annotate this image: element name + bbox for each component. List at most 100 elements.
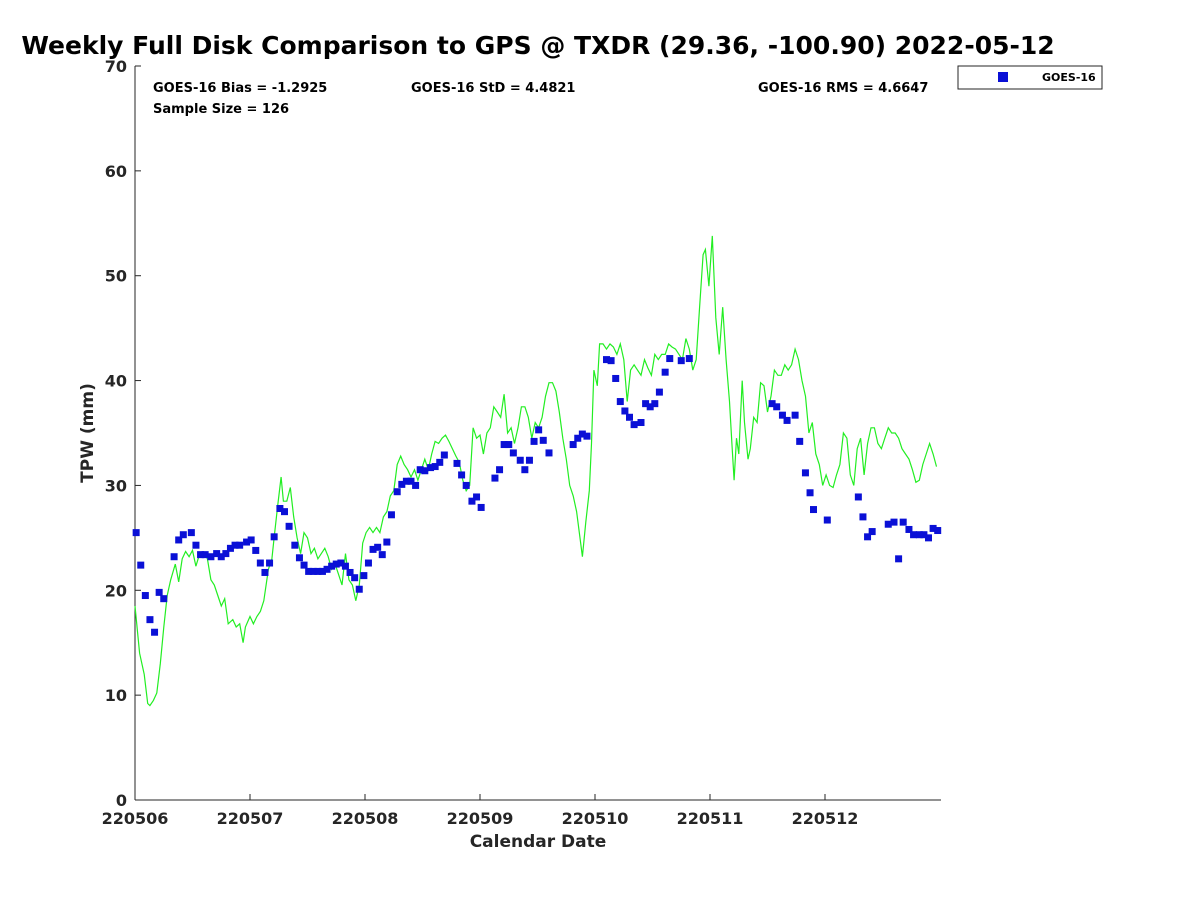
data-point: [197, 551, 205, 559]
data-point: [346, 568, 354, 576]
data-point: [252, 546, 260, 554]
data-point: [806, 489, 814, 497]
y-tick-label: 20: [105, 581, 127, 600]
y-ticks: 0 10 20 30 40 50 60 70: [105, 57, 141, 810]
data-point: [155, 588, 163, 596]
x-tick-label: 220511: [677, 809, 744, 828]
data-point: [436, 458, 444, 466]
data-point: [266, 559, 274, 567]
data-point: [137, 561, 145, 569]
data-point: [427, 464, 435, 472]
data-point: [915, 531, 923, 539]
x-tick-label: 220506: [102, 809, 169, 828]
data-point: [256, 559, 264, 567]
data-point: [578, 430, 586, 438]
data-point: [642, 400, 650, 408]
data-point: [646, 403, 654, 411]
data-point: [407, 477, 415, 485]
data-point: [440, 451, 448, 459]
data-point: [374, 543, 382, 551]
data-point: [295, 554, 303, 562]
chart-title: Weekly Full Disk Comparison to GPS @ TXD…: [21, 31, 1054, 60]
data-point: [387, 511, 395, 519]
y-tick-label: 40: [105, 372, 127, 391]
y-tick-label: 0: [116, 791, 127, 810]
std-stat: GOES-16 StD = 4.4821: [411, 81, 575, 96]
bias-stat: GOES-16 Bias = -1.2925: [153, 81, 327, 96]
data-point: [332, 560, 340, 568]
data-point: [328, 562, 336, 570]
rms-stat: GOES-16 RMS = 4.6647: [758, 81, 928, 96]
x-tick-label: 220509: [447, 809, 514, 828]
data-point: [899, 518, 907, 526]
data-point: [801, 469, 809, 477]
data-point: [666, 355, 674, 363]
data-point: [207, 553, 215, 561]
data-point: [473, 493, 481, 501]
data-point: [462, 481, 470, 489]
data-point: [132, 529, 140, 537]
data-point: [247, 536, 255, 544]
data-point: [890, 518, 898, 526]
data-point: [934, 527, 942, 535]
data-point: [574, 434, 582, 442]
x-ticks: 220506 220507 220508 220509 220510 220511 2205…: [102, 794, 859, 828]
data-point: [607, 357, 615, 365]
data-point: [545, 449, 553, 457]
data-point: [458, 471, 466, 479]
data-point: [905, 525, 913, 533]
series-line: [134, 235, 938, 707]
data-point: [337, 559, 345, 567]
y-tick-label: 70: [105, 57, 127, 76]
data-point: [810, 506, 817, 514]
data-point: [201, 551, 209, 559]
data-point: [291, 541, 299, 549]
data-point: [920, 531, 928, 539]
data-point: [637, 419, 645, 427]
data-point: [612, 374, 620, 382]
data-point: [925, 534, 932, 542]
data-point: [243, 538, 251, 546]
series-layer: [132, 235, 942, 707]
data-point: [351, 574, 359, 582]
data-point: [309, 567, 317, 575]
data-point: [791, 411, 799, 419]
data-point: [630, 421, 638, 429]
data-point: [360, 572, 368, 580]
data-point: [603, 356, 610, 364]
data-point: [378, 551, 386, 559]
data-point: [651, 400, 659, 408]
data-point: [341, 562, 349, 570]
data-point: [616, 398, 624, 406]
data-point: [929, 524, 937, 532]
data-point: [677, 357, 685, 365]
y-tick-label: 60: [105, 162, 127, 181]
data-point: [535, 426, 543, 434]
sample-size-stat: Sample Size = 126: [153, 102, 289, 117]
data-point: [261, 568, 269, 576]
data-point: [270, 533, 278, 541]
data-point: [539, 436, 547, 444]
data-point: [530, 437, 538, 445]
data-point: [783, 416, 791, 424]
data-point: [141, 592, 149, 600]
x-axis-label: Calendar Date: [470, 832, 607, 852]
data-point: [170, 553, 178, 561]
data-point: [175, 536, 183, 544]
data-point: [868, 528, 876, 536]
data-point: [236, 541, 244, 549]
data-point: [521, 466, 529, 474]
data-point: [226, 544, 234, 552]
data-point: [854, 493, 862, 501]
data-point: [393, 488, 401, 496]
data-point: [151, 628, 159, 636]
x-tick-label: 220507: [217, 809, 284, 828]
data-point: [285, 522, 293, 530]
data-point: [383, 538, 391, 546]
x-tick-label: 220512: [792, 809, 859, 828]
data-point: [509, 449, 517, 457]
legend-label-goes16: GOES-16: [1042, 71, 1096, 84]
y-tick-label: 10: [105, 686, 127, 705]
data-point: [412, 481, 420, 489]
